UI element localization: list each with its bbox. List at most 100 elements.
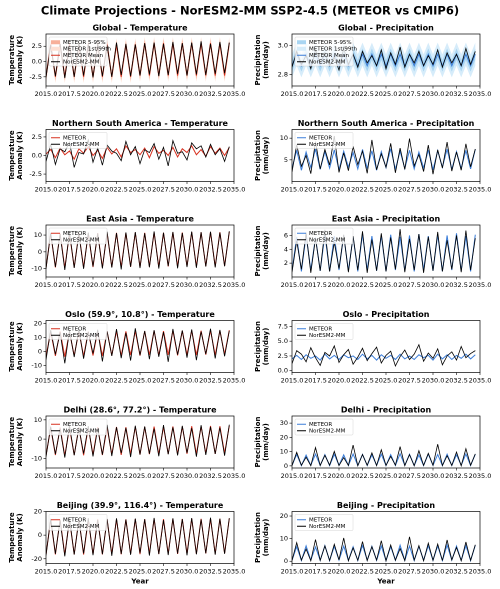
x-tick-label: 2022.5 bbox=[105, 472, 128, 480]
panel: Northern South America - Precipitation Pr… bbox=[254, 119, 491, 194]
panel: East Asia - Precipitation Precipitation (m… bbox=[254, 215, 491, 290]
series-line bbox=[292, 444, 476, 468]
x-tick-label: 2032.5 bbox=[445, 568, 468, 576]
legend-label: NorESM2-MM bbox=[309, 237, 346, 243]
legend-label: NorESM2-MM bbox=[63, 428, 100, 434]
plot-area bbox=[292, 229, 476, 273]
x-tick-label: 2020.0 bbox=[82, 377, 105, 385]
x-tick-label: 2017.5 bbox=[304, 281, 327, 289]
panel: East Asia - Temperature Temperature Anomal… bbox=[8, 215, 245, 290]
legend-label: METEOR bbox=[63, 231, 86, 237]
plot-area bbox=[292, 536, 476, 563]
y-axis-label: Temperature bbox=[8, 512, 16, 563]
series-line bbox=[46, 328, 230, 364]
x-tick-label: 2030.0 bbox=[422, 568, 445, 576]
legend-box bbox=[48, 323, 108, 340]
x-tick-label: 2032.5 bbox=[199, 472, 222, 480]
legend-label: METEOR bbox=[63, 135, 86, 141]
plot-area bbox=[292, 444, 476, 468]
legend-label: NorESM2-MM bbox=[309, 524, 346, 530]
y-axis-label: Temperature bbox=[8, 130, 16, 181]
x-tick-label: 2030.0 bbox=[176, 472, 199, 480]
x-tick-label: 2030.0 bbox=[422, 472, 445, 480]
legend-swatch bbox=[297, 46, 306, 51]
x-tick-label: 2025.0 bbox=[129, 186, 152, 194]
x-tick-label: 2027.5 bbox=[152, 90, 175, 98]
y-tick-label: 5 bbox=[284, 156, 288, 164]
x-tick-label: 2032.5 bbox=[199, 281, 222, 289]
x-tick-label: 2030.0 bbox=[176, 568, 199, 576]
x-tick-label: 2015.0 bbox=[281, 568, 304, 576]
x-tick-label: 2017.5 bbox=[304, 568, 327, 576]
y-tick-label: -20 bbox=[31, 555, 42, 563]
y-axis-label: (mm/day) bbox=[262, 328, 270, 366]
y-axis-label: Precipitation bbox=[254, 417, 262, 468]
legend-swatch bbox=[51, 46, 60, 51]
legend-label: METEOR bbox=[63, 422, 86, 428]
x-tick-label: 2035.0 bbox=[469, 472, 492, 480]
series-line bbox=[292, 229, 476, 273]
plot-frame bbox=[45, 415, 235, 469]
plot-frame bbox=[291, 33, 481, 87]
x-tick-label: 2032.5 bbox=[445, 472, 468, 480]
y-tick-label: 0 bbox=[38, 248, 42, 256]
legend-swatch bbox=[297, 40, 306, 45]
x-tick-label: 2017.5 bbox=[58, 281, 81, 289]
plot-frame bbox=[45, 33, 235, 87]
panel: Delhi - Precipitation Precipitation (mm/da… bbox=[254, 406, 491, 481]
x-tick-label: 2027.5 bbox=[152, 281, 175, 289]
y-axis-label: Temperature bbox=[8, 321, 16, 372]
x-tick-label: 2030.0 bbox=[422, 377, 445, 385]
x-tick-label: 2035.0 bbox=[469, 377, 492, 385]
legend-box bbox=[294, 323, 354, 340]
series-line bbox=[292, 353, 476, 361]
y-tick-label: -10 bbox=[31, 361, 42, 369]
x-tick-label: 2032.5 bbox=[199, 90, 222, 98]
legend-label: NorESM2-MM bbox=[309, 59, 346, 65]
legend-label: NorESM2-MM bbox=[63, 142, 100, 148]
y-tick-label: -2.5 bbox=[29, 170, 42, 178]
y-axis-label: Temperature bbox=[8, 35, 16, 86]
plot-frame bbox=[291, 511, 481, 564]
x-tick-label: 2015.0 bbox=[35, 186, 58, 194]
x-tick-label: 2035.0 bbox=[469, 568, 492, 576]
plot-area bbox=[46, 424, 230, 458]
panel-title: East Asia - Temperature bbox=[86, 215, 194, 224]
x-tick-label: 2020.0 bbox=[328, 377, 351, 385]
x-tick-label: 2020.0 bbox=[82, 281, 105, 289]
legend-box bbox=[48, 418, 108, 436]
series-line bbox=[292, 536, 476, 563]
x-tick-label: 2030.0 bbox=[176, 90, 199, 98]
panel-title: Northern South America - Temperature bbox=[52, 119, 229, 128]
y-axis-label: (mm/day) bbox=[262, 41, 270, 79]
plot-frame bbox=[45, 224, 235, 278]
x-tick-label: 2032.5 bbox=[445, 281, 468, 289]
y-axis-label: Anomaly (K) bbox=[16, 36, 24, 84]
legend-box bbox=[48, 36, 108, 67]
y-axis-label: Temperature bbox=[8, 417, 16, 468]
x-tick-label: 2022.5 bbox=[105, 186, 128, 194]
x-tick-label: 2022.5 bbox=[105, 281, 128, 289]
x-tick-label: 2022.5 bbox=[351, 568, 374, 576]
legend-swatch bbox=[51, 40, 60, 45]
plot-area bbox=[46, 328, 230, 364]
legend-label: METEOR bbox=[309, 135, 332, 141]
y-tick-label: 20 bbox=[34, 319, 42, 327]
y-axis-label: Precipitation bbox=[254, 321, 262, 372]
y-tick-label: 0.0 bbox=[32, 58, 42, 66]
x-tick-label: 2017.5 bbox=[58, 90, 81, 98]
y-tick-label: 2.8 bbox=[278, 70, 288, 78]
legend-label: METEOR bbox=[309, 231, 332, 237]
y-axis-label: Anomaly (K) bbox=[16, 418, 24, 466]
legend-box bbox=[48, 132, 108, 149]
x-tick-label: 2017.5 bbox=[58, 377, 81, 385]
y-axis-label: Precipitation bbox=[254, 512, 262, 563]
legend-label: METEOR bbox=[63, 517, 86, 523]
y-tick-label: 20 bbox=[280, 433, 288, 441]
y-tick-label: 0 bbox=[38, 435, 42, 443]
